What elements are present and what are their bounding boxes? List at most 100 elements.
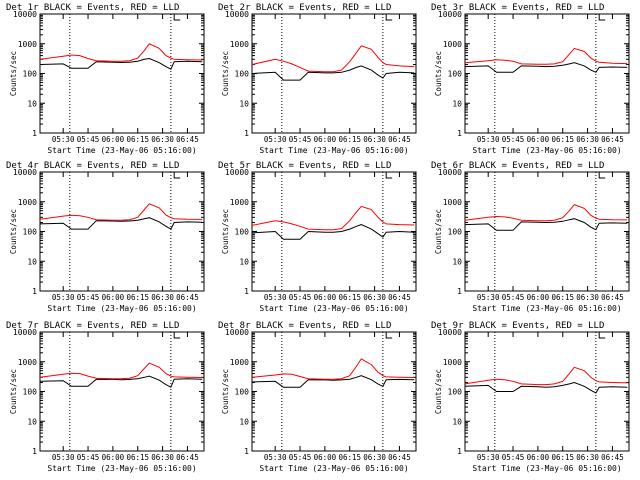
y-axis-label: Counts/sec xyxy=(434,51,443,96)
x-tick-label: 06:30 xyxy=(151,453,174,462)
y-tick-label: 100 xyxy=(23,228,38,237)
y-tick-label: 1000 xyxy=(230,40,249,49)
y-tick-label: 10000 xyxy=(13,168,37,177)
x-tick-label: 05:45 xyxy=(77,453,100,462)
x-tick-label: 05:30 xyxy=(477,135,500,144)
chart-title: Det 3r BLACK = Events, RED = LLD xyxy=(431,3,604,13)
x-tick-label: 06:15 xyxy=(126,135,149,144)
chart-title: Det 4r BLACK = Events, RED = LLD xyxy=(6,161,179,171)
chart-title: Det 8r BLACK = Events, RED = LLD xyxy=(218,321,391,331)
events-series-line xyxy=(464,381,628,394)
y-tick-label: 10000 xyxy=(438,168,462,177)
chart-panel: Det 6r BLACK = Events, RED = LLD 1 10 100 10… xyxy=(431,161,630,313)
y-tick-label: 1 xyxy=(32,129,37,138)
y-tick-label: 10 xyxy=(27,99,37,108)
lld-series-line xyxy=(464,47,628,65)
events-series-line xyxy=(251,224,415,240)
y-tick-label: 10 xyxy=(452,99,462,108)
x-tick-label: 06:15 xyxy=(551,135,574,144)
y-axis-label: Counts/sec xyxy=(434,209,443,254)
x-tick-label: 06:45 xyxy=(176,293,199,302)
y-tick-label: 1000 xyxy=(18,198,37,207)
y-axis-label: Counts/sec xyxy=(221,369,230,414)
events-series-line xyxy=(39,375,203,388)
y-tick-label: 10000 xyxy=(13,10,37,19)
x-tick-label: 06:30 xyxy=(363,453,386,462)
interval-marker xyxy=(173,332,181,339)
x-tick-label: 06:15 xyxy=(338,293,361,302)
y-tick-label: 1 xyxy=(244,129,249,138)
chart-panel: Det 3r BLACK = Events, RED = LLD 1 10 100 10… xyxy=(431,3,630,155)
x-tick-label: 06:00 xyxy=(314,135,337,144)
y-tick-label: 1 xyxy=(244,447,249,456)
y-tick-label: 1 xyxy=(457,447,462,456)
x-tick-label: 06:15 xyxy=(551,453,574,462)
x-tick-label: 06:45 xyxy=(601,293,624,302)
y-tick-label: 100 xyxy=(23,388,38,397)
y-tick-label: 100 xyxy=(23,70,38,79)
y-tick-label: 10000 xyxy=(13,328,37,337)
x-tick-label: 06:30 xyxy=(576,135,599,144)
events-series-line xyxy=(464,62,628,73)
chart-panel: Det 8r BLACK = Events, RED = LLD 1 10 100 10… xyxy=(218,321,417,473)
x-tick-label: 06:15 xyxy=(338,135,361,144)
x-tick-label: 05:30 xyxy=(477,453,500,462)
x-tick-label: 06:00 xyxy=(102,453,125,462)
x-tick-label: 06:30 xyxy=(151,135,174,144)
x-tick-label: 06:30 xyxy=(576,293,599,302)
x-tick-label: 05:30 xyxy=(52,453,75,462)
y-tick-label: 1 xyxy=(457,129,462,138)
x-tick-label: 05:45 xyxy=(77,293,100,302)
x-axis-label: Start Time (23-May-06 05:16:00) xyxy=(472,464,621,473)
x-tick-label: 05:45 xyxy=(502,135,525,144)
x-tick-label: 06:15 xyxy=(126,453,149,462)
y-tick-label: 10 xyxy=(452,417,462,426)
y-tick-label: 1000 xyxy=(230,358,249,367)
interval-marker xyxy=(385,14,393,21)
x-tick-label: 05:45 xyxy=(289,453,312,462)
y-axis-label: Counts/sec xyxy=(9,51,18,96)
lld-series-line xyxy=(39,43,203,62)
y-tick-label: 10 xyxy=(239,417,249,426)
x-tick-label: 05:45 xyxy=(289,135,312,144)
x-axis-label: Start Time (23-May-06 05:16:00) xyxy=(47,304,196,313)
lld-series-line xyxy=(39,362,203,380)
interval-marker xyxy=(385,172,393,179)
events-series-line xyxy=(251,65,415,81)
x-tick-label: 06:15 xyxy=(338,453,361,462)
y-tick-label: 10 xyxy=(239,257,249,266)
y-tick-label: 10000 xyxy=(438,328,462,337)
events-series-line xyxy=(39,217,203,230)
events-series-line xyxy=(39,57,203,70)
y-tick-label: 10000 xyxy=(225,168,249,177)
x-tick-label: 06:45 xyxy=(176,453,199,462)
x-tick-label: 06:30 xyxy=(576,453,599,462)
x-axis-label: Start Time (23-May-06 05:16:00) xyxy=(259,304,408,313)
y-axis-label: Counts/sec xyxy=(434,369,443,414)
chart-title: Det 7r BLACK = Events, RED = LLD xyxy=(6,321,179,331)
x-tick-label: 06:45 xyxy=(176,135,199,144)
y-axis-label: Counts/sec xyxy=(221,51,230,96)
events-series-line xyxy=(251,375,415,388)
x-axis-label: Start Time (23-May-06 05:16:00) xyxy=(472,146,621,155)
interval-marker xyxy=(173,172,181,179)
y-tick-label: 1 xyxy=(32,287,37,296)
x-tick-label: 06:00 xyxy=(527,453,550,462)
y-tick-label: 100 xyxy=(448,70,463,79)
x-tick-label: 06:00 xyxy=(527,293,550,302)
x-tick-label: 06:00 xyxy=(314,293,337,302)
x-tick-label: 06:30 xyxy=(151,293,174,302)
interval-marker xyxy=(598,172,606,179)
interval-marker xyxy=(598,332,606,339)
y-tick-label: 10 xyxy=(239,99,249,108)
chart-panel: Det 1r BLACK = Events, RED = LLD 1 10 100 10… xyxy=(6,3,205,155)
x-axis-label: Start Time (23-May-06 05:16:00) xyxy=(259,146,408,155)
x-axis-label: Start Time (23-May-06 05:16:00) xyxy=(47,146,196,155)
x-axis-label: Start Time (23-May-06 05:16:00) xyxy=(47,464,196,473)
y-tick-label: 100 xyxy=(235,70,250,79)
y-tick-label: 1000 xyxy=(443,40,462,49)
y-tick-label: 100 xyxy=(235,388,250,397)
chart-title: Det 9r BLACK = Events, RED = LLD xyxy=(431,321,604,331)
lld-series-line xyxy=(251,45,415,73)
